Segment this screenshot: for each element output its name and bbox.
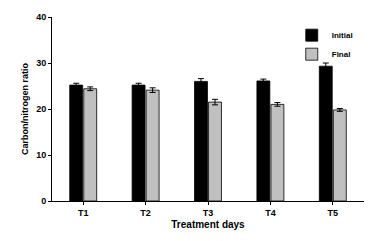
svg-text:0: 0 bbox=[41, 196, 46, 206]
svg-text:20: 20 bbox=[36, 104, 46, 114]
svg-text:30: 30 bbox=[36, 58, 46, 68]
svg-text:40: 40 bbox=[36, 12, 46, 22]
svg-text:T2: T2 bbox=[140, 208, 151, 218]
svg-text:T4: T4 bbox=[265, 208, 276, 218]
svg-text:Initial: Initial bbox=[332, 31, 353, 40]
svg-text:Final: Final bbox=[332, 50, 351, 59]
svg-text:T3: T3 bbox=[203, 208, 214, 218]
svg-text:10: 10 bbox=[36, 150, 46, 160]
svg-text:T5: T5 bbox=[328, 208, 339, 218]
svg-text:Carbon/nitrogen ratio: Carbon/nitrogen ratio bbox=[20, 62, 30, 155]
svg-text:Treatment days: Treatment days bbox=[171, 219, 245, 230]
svg-text:T1: T1 bbox=[78, 208, 89, 218]
